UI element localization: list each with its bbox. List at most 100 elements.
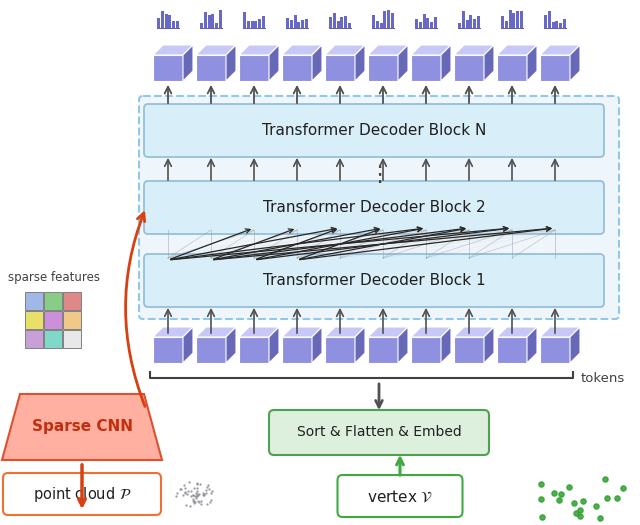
Bar [164,14,168,28]
Point [549,489,559,498]
Point [579,497,589,505]
Bar [513,13,515,28]
Point [536,479,547,488]
Bar [434,17,437,28]
FancyBboxPatch shape [139,96,619,319]
Text: ⋮: ⋮ [368,165,390,185]
Bar [391,13,394,28]
Polygon shape [282,45,322,55]
Bar [430,22,433,28]
Bar [466,20,468,28]
Bar [255,21,257,28]
Polygon shape [355,45,365,81]
Point [575,512,585,520]
Bar [458,23,461,28]
Bar [200,23,203,28]
Bar [294,15,296,28]
Polygon shape [570,45,580,81]
Bar [556,21,558,28]
Bar [505,21,508,28]
Polygon shape [540,45,580,55]
Polygon shape [196,337,226,363]
Bar [215,23,218,28]
Bar [333,13,336,28]
Point [602,494,612,502]
Point [600,475,611,483]
Bar [290,19,293,28]
Bar [247,20,250,28]
Polygon shape [282,327,322,337]
Bar [422,14,426,28]
Polygon shape [398,327,408,363]
Bar [44,330,62,348]
Point [564,482,575,491]
Text: Transformer Decoder Block N: Transformer Decoder Block N [262,123,486,138]
Polygon shape [226,327,236,363]
Bar [44,292,62,310]
Bar [44,311,62,329]
Bar [243,12,246,28]
Polygon shape [269,45,279,81]
Polygon shape [540,327,580,337]
Point [556,489,566,498]
Point [591,502,601,510]
Text: vertex $\mathcal{V}$: vertex $\mathcal{V}$ [367,488,433,504]
Polygon shape [411,327,451,337]
Bar [372,15,375,28]
Point [570,499,580,508]
Polygon shape [183,45,193,81]
Polygon shape [153,45,193,55]
Polygon shape [454,337,484,363]
Bar [380,23,383,28]
Polygon shape [239,327,279,337]
Point [618,484,628,492]
Polygon shape [527,327,537,363]
Bar [426,17,429,28]
FancyBboxPatch shape [337,475,463,517]
Polygon shape [411,55,441,81]
Bar [462,11,465,28]
Polygon shape [368,55,398,81]
Polygon shape [312,327,322,363]
Bar [548,11,551,28]
Bar [157,18,160,28]
Bar [419,22,422,28]
Bar [477,16,480,28]
Bar [161,10,164,28]
Bar [387,10,390,28]
Polygon shape [497,327,537,337]
Polygon shape [196,327,236,337]
Polygon shape [226,45,236,81]
Text: tokens: tokens [581,372,625,384]
Polygon shape [325,327,365,337]
Polygon shape [239,45,279,55]
Polygon shape [540,55,570,81]
Polygon shape [153,337,183,363]
FancyBboxPatch shape [144,254,604,307]
Bar [329,17,332,28]
Polygon shape [454,45,494,55]
Text: point cloud $\mathcal{P}$: point cloud $\mathcal{P}$ [33,485,131,503]
Bar [219,10,222,28]
Bar [563,19,566,28]
Bar [168,15,172,28]
Bar [286,18,289,28]
Polygon shape [153,55,183,81]
Bar [376,21,379,28]
Text: sparse features: sparse features [8,271,99,284]
Bar [344,16,347,28]
Polygon shape [441,45,451,81]
Polygon shape [411,337,441,363]
Bar [301,19,304,28]
Polygon shape [2,394,162,460]
Bar [25,292,43,310]
Polygon shape [368,327,408,337]
Bar [251,21,253,28]
Polygon shape [196,55,226,81]
Bar [348,23,351,28]
Bar [469,15,472,28]
Bar [337,21,340,28]
Polygon shape [484,45,494,81]
Bar [473,19,476,28]
Polygon shape [368,337,398,363]
